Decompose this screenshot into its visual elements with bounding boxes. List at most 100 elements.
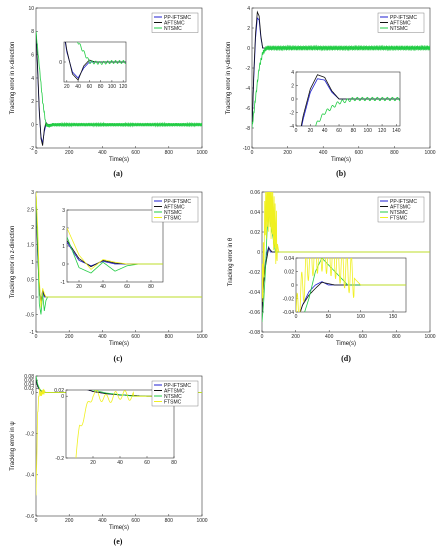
legend-entry: AFTSMC [390,204,411,210]
main-y-tick-label: 10 [28,6,34,12]
main-x-tick-label: 0 [261,334,264,340]
main-y-tick-label: 1 [31,260,34,266]
main-y-tick-label: -8 [246,126,251,132]
main-x-tick-label: 400 [319,150,328,156]
inset-series-line-ntsmc [77,42,126,65]
inset-series-line-ftsmc [67,227,163,270]
legend-entry: NTSMC [164,210,182,216]
main-y-tick-label: -0.6 [25,514,34,520]
main-x-tick-label: 400 [98,518,107,524]
main-y-tick-label: 4 [31,76,34,82]
main-x-tick-label: 1000 [196,150,207,156]
main-y-tick-label: 0 [31,295,34,301]
legend-entry: AFTSMC [164,204,185,210]
inset-x-tick-label: 20 [308,128,314,134]
main-x-tick-label: 600 [359,334,368,340]
inset-x-tick-label: 100 [357,314,366,320]
x-axis-label: Time(s) [331,157,351,163]
main-series-line-ftsmc [36,192,202,308]
main-y-tick-label: -0.04 [249,290,261,296]
legend-entry: FTSMC [164,399,182,405]
main-x-tick-label: 200 [291,334,300,340]
main-x-tick-label: 400 [325,334,334,340]
legend-entry: NTSMC [164,394,182,400]
inset-y-tick-label: -2 [290,110,295,116]
main-x-tick-label: 0 [35,150,38,156]
main-series-line-ftsmc [262,192,430,303]
main-y-tick-label: 6 [31,52,34,58]
inset-x-tick-label: 120 [119,84,128,90]
inset-y-tick-label: 4 [291,70,294,76]
y-axis-label: Tracking error in ψ [10,421,16,470]
inset-x-tick-label: 40 [75,84,81,90]
inset-y-tick-label: 0.02 [54,388,64,394]
main-x-tick-label: 1000 [424,334,435,340]
main-y-tick-label: 2 [247,26,250,32]
main-x-tick-label: 600 [131,150,140,156]
x-axis-label: Time(s) [109,525,129,531]
inset-x-tick-label: 0 [295,128,298,134]
main-x-tick-label: 1000 [196,334,207,340]
y-axis-label: Tracking error in θ [228,237,234,286]
main-x-tick-label: 200 [65,150,74,156]
main-x-tick-label: 200 [283,150,292,156]
inset-x-tick-label: 20 [90,460,96,466]
inset-y-tick-label: -0.04 [283,310,295,316]
main-x-tick-label: 400 [98,150,107,156]
inset-x-tick-label: 120 [378,128,387,134]
legend-entry: FTSMC [390,215,408,221]
inset-x-tick-label: 60 [87,84,93,90]
subplot-caption: (d) [341,354,351,363]
subplot-3: 0 200 400 600 800 1000-0.08-0.06-0.04-0.0200.… [228,190,436,363]
main-x-tick-label: 600 [131,518,140,524]
inset-y-tick-label: 2 [62,226,65,232]
main-y-tick-label: -6 [246,106,251,112]
main-y-tick-label: 0 [31,122,34,128]
main-series-line-ntsmc [36,31,202,128]
inset-x-tick-label: 80 [171,460,177,466]
inset-x-tick-label: 40 [322,128,328,134]
x-axis-label: Time(s) [336,341,356,347]
inset-x-tick-label: 150 [389,314,398,320]
main-y-tick-label: 0.04 [250,210,260,216]
inset-y-tick-label: 3 [62,208,65,214]
legend-entry: PP-IFTSMC [164,15,191,21]
inset-x-tick-label: 20 [64,84,70,90]
main-y-tick-label: 8 [31,29,34,35]
main-y-tick-label: -10 [243,146,250,152]
main-y-tick-label: -4 [246,86,251,92]
main-y-tick-label: -0.08 [249,330,261,336]
main-y-tick-label: 0 [257,250,260,256]
inset-y-tick-label: -0.2 [55,456,64,462]
inset-y-tick-label: 2 [291,83,294,89]
inset-y-tick-label: 0 [291,97,294,103]
legend-entry: NTSMC [390,210,408,216]
inset-y-tick-label: 0 [61,394,64,400]
subplot-caption: (c) [114,354,123,363]
main-y-tick-label: -0.5 [25,312,34,318]
main-y-tick-label: -0.2 [25,431,34,437]
legend-entry: NTSMC [390,26,408,32]
legend-entry: AFTSMC [164,388,185,394]
inset-y-tick-label: 0.04 [284,256,294,262]
main-y-tick-label: -0.4 [25,473,34,479]
main-x-tick-label: 800 [165,150,174,156]
main-y-tick-label: -2 [246,66,251,72]
main-x-tick-label: 600 [131,334,140,340]
main-y-tick-label: 0.02 [24,386,34,392]
main-x-tick-label: 800 [165,334,174,340]
main-y-tick-label: 0.04 [24,382,34,388]
main-x-tick-label: 600 [355,150,364,156]
inset-y-tick-label: -1 [61,280,66,286]
main-x-tick-label: 0 [35,518,38,524]
inset-x-tick-label: 80 [351,128,357,134]
legend-entry: AFTSMC [164,20,185,26]
main-x-tick-label: 800 [392,334,401,340]
main-y-tick-label: 2 [31,99,34,105]
inset-x-tick-label: 20 [76,284,82,290]
